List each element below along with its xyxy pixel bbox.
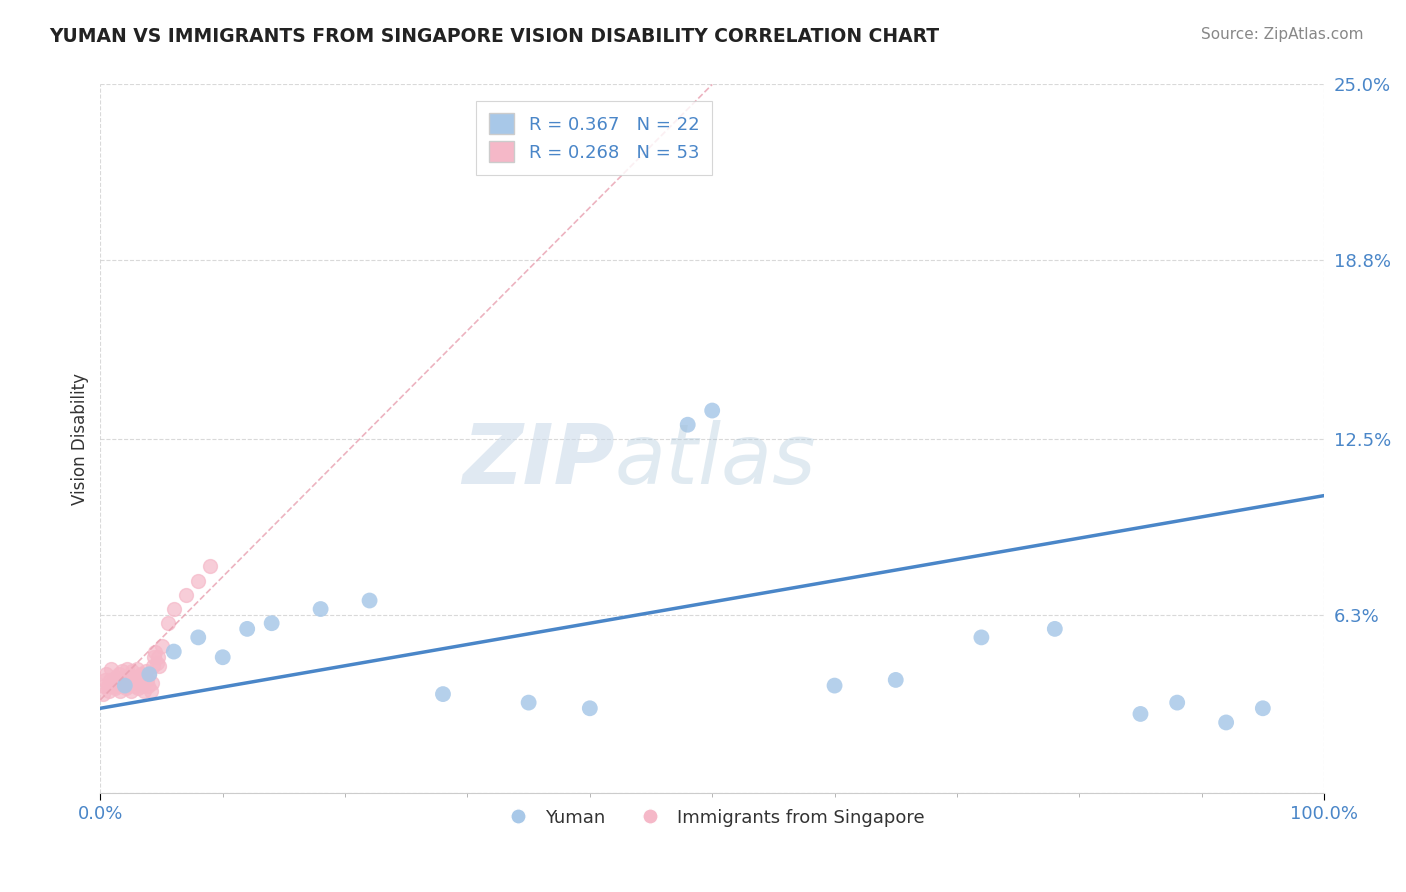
Point	[127, 681, 149, 696]
Point	[134, 684, 156, 698]
Point	[124, 679, 146, 693]
Text: Source: ZipAtlas.com: Source: ZipAtlas.com	[1201, 27, 1364, 42]
Point	[163, 602, 186, 616]
Point	[236, 622, 259, 636]
Point	[117, 679, 139, 693]
Point	[359, 593, 381, 607]
Text: ZIP: ZIP	[461, 419, 614, 500]
Point	[139, 684, 162, 698]
Point	[114, 670, 136, 684]
Point	[824, 679, 846, 693]
Point	[135, 665, 157, 679]
Text: atlas: atlas	[614, 419, 815, 500]
Point	[187, 574, 209, 588]
Point	[200, 559, 222, 574]
Point	[94, 673, 117, 687]
Point	[111, 665, 134, 679]
Point	[148, 658, 170, 673]
Point	[117, 662, 139, 676]
Point	[884, 673, 907, 687]
Point	[142, 658, 165, 673]
Point	[1215, 715, 1237, 730]
Point	[110, 675, 132, 690]
Point	[702, 403, 724, 417]
Point	[114, 679, 136, 693]
Point	[970, 631, 993, 645]
Point	[125, 673, 148, 687]
Point	[211, 650, 233, 665]
Point	[105, 670, 128, 684]
Point	[120, 684, 142, 698]
Point	[122, 670, 145, 684]
Point	[156, 616, 179, 631]
Point	[121, 665, 143, 679]
Point	[517, 696, 540, 710]
Point	[145, 644, 167, 658]
Point	[97, 684, 120, 698]
Point	[112, 679, 135, 693]
Point	[115, 681, 138, 696]
Point	[135, 673, 157, 687]
Point	[101, 679, 124, 693]
Point	[108, 684, 131, 698]
Point	[1129, 706, 1152, 721]
Point	[136, 679, 159, 693]
Point	[138, 667, 160, 681]
Point	[138, 667, 160, 681]
Point	[187, 631, 209, 645]
Point	[146, 650, 169, 665]
Point	[93, 679, 115, 693]
Text: YUMAN VS IMMIGRANTS FROM SINGAPORE VISION DISABILITY CORRELATION CHART: YUMAN VS IMMIGRANTS FROM SINGAPORE VISIO…	[49, 27, 939, 45]
Point	[174, 588, 197, 602]
Point	[118, 673, 141, 687]
Point	[131, 679, 153, 693]
Point	[97, 679, 120, 693]
Point	[91, 687, 114, 701]
Legend: Yuman, Immigrants from Singapore: Yuman, Immigrants from Singapore	[492, 802, 932, 834]
Point	[103, 673, 125, 687]
Point	[107, 679, 129, 693]
Point	[432, 687, 454, 701]
Point	[129, 667, 152, 681]
Point	[98, 673, 121, 687]
Point	[1251, 701, 1274, 715]
Point	[107, 667, 129, 681]
Y-axis label: Vision Disability: Vision Disability	[72, 373, 89, 505]
Point	[260, 616, 283, 631]
Point	[1166, 696, 1188, 710]
Point	[150, 639, 173, 653]
Point	[143, 650, 166, 665]
Point	[128, 675, 150, 690]
Point	[141, 675, 163, 690]
Point	[100, 662, 122, 676]
Point	[125, 662, 148, 676]
Point	[132, 670, 155, 684]
Point	[579, 701, 602, 715]
Point	[145, 656, 167, 670]
Point	[96, 667, 118, 681]
Point	[1043, 622, 1066, 636]
Point	[104, 681, 127, 696]
Point	[676, 417, 699, 432]
Point	[163, 644, 186, 658]
Point	[309, 602, 332, 616]
